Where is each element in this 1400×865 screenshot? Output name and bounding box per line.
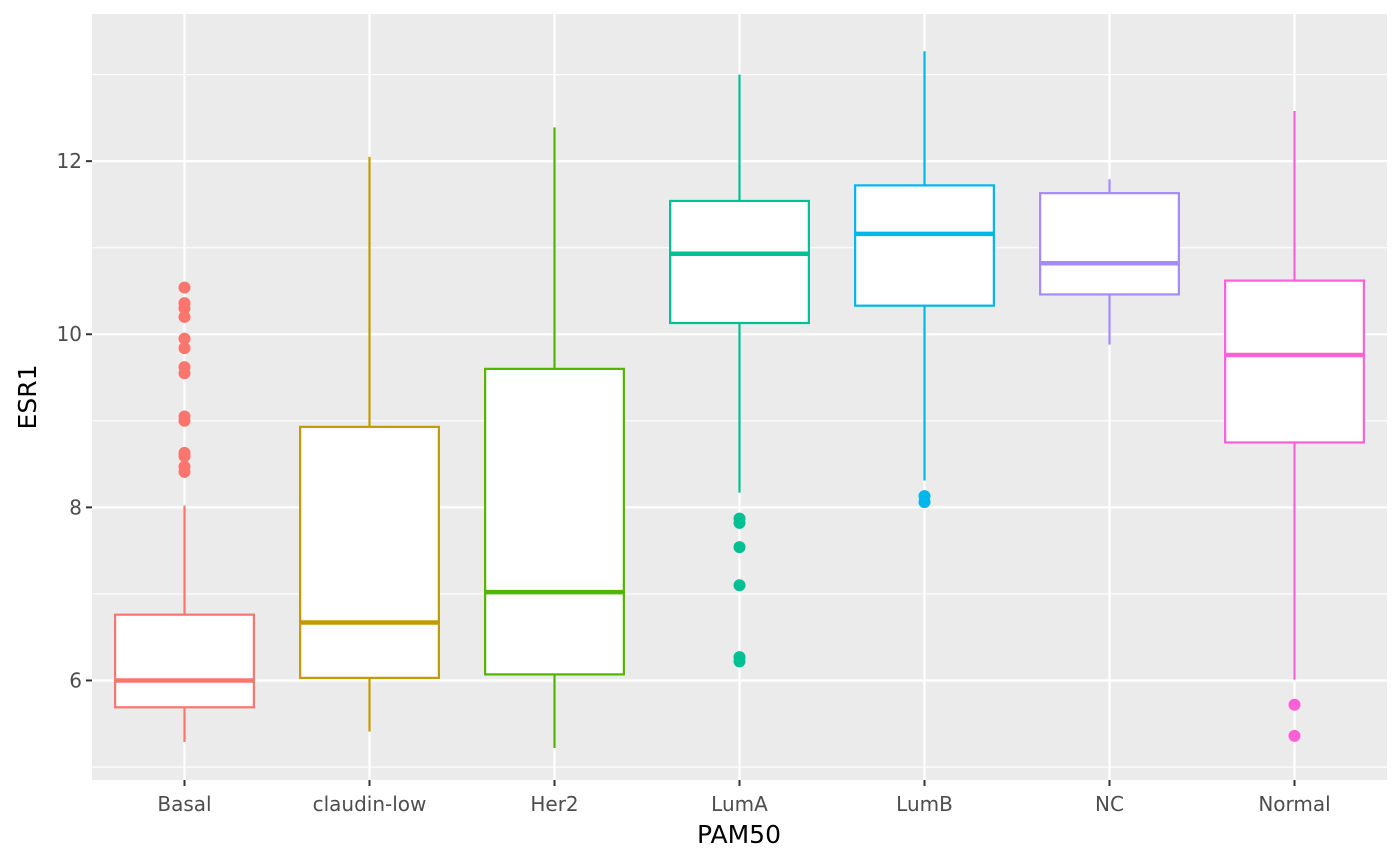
outlier-point — [178, 297, 191, 310]
box-nc — [1039, 179, 1180, 345]
outlier-point — [733, 651, 746, 664]
outlier-point — [178, 332, 191, 345]
box-basal — [114, 281, 255, 742]
outlier-point — [178, 281, 191, 294]
box-her2 — [484, 127, 625, 748]
outlier-point — [733, 541, 746, 554]
x-tick-label: Her2 — [530, 792, 578, 816]
y-axis-title: ESR1 — [13, 365, 42, 430]
outlier-point — [733, 579, 746, 592]
outlier-point — [178, 446, 191, 459]
x-tick-label: NC — [1095, 792, 1124, 816]
outlier-point — [1288, 729, 1301, 742]
outlier-point — [178, 460, 191, 473]
box-claudin-low — [299, 156, 440, 732]
box-body — [1039, 192, 1180, 296]
y-tick-label: 10 — [57, 322, 82, 346]
outlier-point — [178, 342, 191, 355]
y-tick-label: 8 — [69, 495, 82, 519]
box-body — [1224, 279, 1365, 444]
outlier-point — [918, 490, 931, 503]
box-body — [299, 425, 440, 679]
outlier-point — [178, 361, 191, 374]
outlier-point — [178, 310, 191, 323]
outlier-point — [733, 512, 746, 525]
outlier-point — [1288, 698, 1301, 711]
box-body — [854, 184, 995, 307]
box-body — [669, 199, 810, 325]
y-axis: 6 8 10 12 — [57, 149, 92, 692]
x-axis-title: PAM50 — [697, 820, 781, 849]
box-body — [484, 367, 625, 676]
x-tick-label: LumB — [896, 792, 953, 816]
x-tick-label: Basal — [157, 792, 211, 816]
box-luma — [669, 74, 810, 668]
x-tick-label: Normal — [1258, 792, 1330, 816]
x-axis: Basal claudin-low Her2 LumA LumB NC Normal — [157, 780, 1331, 816]
box-lumb — [854, 51, 995, 509]
box-body — [114, 613, 255, 709]
outlier-point — [178, 410, 191, 423]
y-tick-label: 12 — [57, 149, 82, 173]
y-tick-label: 6 — [69, 668, 82, 692]
boxes-layer — [114, 51, 1365, 748]
x-tick-label: LumA — [711, 792, 768, 816]
x-tick-label: claudin-low — [313, 792, 427, 816]
box-normal — [1224, 110, 1365, 742]
